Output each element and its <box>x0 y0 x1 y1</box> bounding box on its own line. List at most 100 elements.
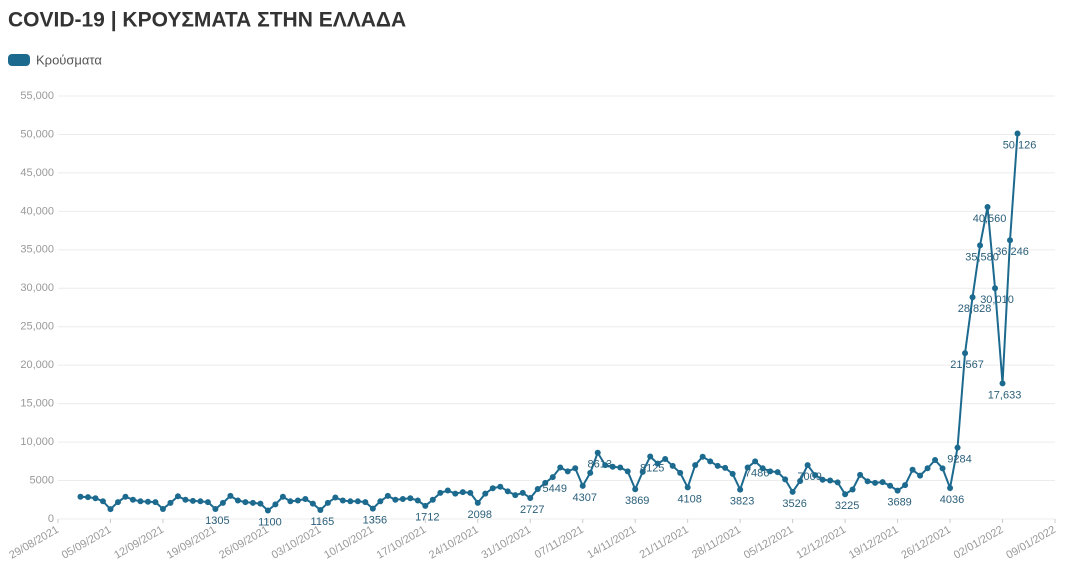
data-label: 3689 <box>887 497 911 509</box>
y-tick-label: 10,000 <box>20 436 54 448</box>
x-tick-label: 03/10/2021 <box>270 524 324 562</box>
point <box>414 497 421 504</box>
point <box>737 486 744 493</box>
y-tick-label: 45,000 <box>20 167 54 179</box>
point <box>932 457 939 464</box>
point <box>122 493 129 500</box>
data-label: 28,828 <box>958 303 992 315</box>
point <box>564 468 571 475</box>
data-label: 3225 <box>835 500 859 512</box>
data-label: 2098 <box>468 509 492 521</box>
point <box>819 476 826 483</box>
point <box>527 495 534 502</box>
point <box>384 492 391 499</box>
data-label: 21,567 <box>950 359 984 371</box>
legend-swatch <box>8 54 30 66</box>
point <box>512 492 519 499</box>
point <box>324 499 331 506</box>
point <box>789 488 796 495</box>
point <box>399 496 406 503</box>
point <box>77 493 84 500</box>
point <box>287 498 294 505</box>
y-tick-label: 20,000 <box>20 359 54 371</box>
point <box>279 493 286 500</box>
point <box>219 499 226 506</box>
point <box>302 496 309 503</box>
point <box>332 494 339 501</box>
y-tick-label: 40,000 <box>20 205 54 217</box>
data-label: 2727 <box>520 504 544 516</box>
x-tick-label: 14/11/2021 <box>585 524 638 562</box>
x-tick-label: 31/10/2021 <box>480 524 534 562</box>
point <box>557 464 564 471</box>
point <box>804 462 811 469</box>
point <box>684 484 691 491</box>
point <box>602 462 609 469</box>
point <box>707 458 714 465</box>
point <box>797 477 804 484</box>
y-tick-label: 5000 <box>30 474 54 486</box>
point <box>272 501 279 508</box>
x-tick-label: 12/12/2021 <box>794 524 848 562</box>
point <box>227 492 234 499</box>
data-label: 3526 <box>782 498 806 510</box>
point <box>782 476 789 483</box>
data-label: 36,246 <box>995 246 1029 258</box>
y-tick-label: 50,000 <box>20 128 54 140</box>
point <box>849 486 856 493</box>
point <box>699 453 706 460</box>
point <box>144 498 151 505</box>
data-label: 4108 <box>677 493 701 505</box>
point <box>594 449 601 456</box>
data-label: 3823 <box>730 496 754 508</box>
point <box>894 487 901 494</box>
data-label: 1165 <box>311 516 335 528</box>
data-label: 4307 <box>572 492 596 504</box>
point <box>159 505 166 512</box>
point <box>654 460 661 467</box>
x-tick-label: 10/10/2021 <box>322 524 376 562</box>
point <box>497 483 504 490</box>
data-label: 35,580 <box>965 251 999 263</box>
point <box>999 380 1006 387</box>
point <box>437 489 444 496</box>
point <box>504 488 511 495</box>
x-tick-label: 26/09/2021 <box>217 524 271 562</box>
point <box>954 444 961 451</box>
point <box>84 494 91 501</box>
data-label: 1712 <box>415 512 439 524</box>
x-tick-label: 19/12/2021 <box>847 524 901 562</box>
point <box>579 482 586 489</box>
y-tick-label: 15,000 <box>20 398 54 410</box>
point <box>534 486 541 493</box>
y-tick-label: 55,000 <box>20 90 54 102</box>
point <box>1014 130 1021 137</box>
point <box>774 469 781 476</box>
point <box>249 499 256 506</box>
data-label: 50,126 <box>1003 139 1037 151</box>
point <box>947 484 954 491</box>
y-tick-label: 0 <box>48 513 54 525</box>
legend-label: Κρούσματα <box>36 52 102 67</box>
y-tick-label: 25,000 <box>20 321 54 333</box>
point <box>167 499 174 506</box>
point <box>482 490 489 497</box>
data-label: 9284 <box>947 454 971 466</box>
point <box>917 472 924 479</box>
point <box>609 463 616 470</box>
point <box>182 496 189 503</box>
data-label: 40,560 <box>973 213 1007 225</box>
point <box>92 495 99 502</box>
point <box>474 499 481 506</box>
point <box>902 482 909 489</box>
point <box>362 499 369 506</box>
point <box>459 489 466 496</box>
point <box>677 469 684 476</box>
data-label: 30,010 <box>980 294 1014 306</box>
point <box>467 489 474 496</box>
data-label: 1356 <box>363 514 387 526</box>
point <box>872 479 879 486</box>
point <box>759 465 766 472</box>
x-tick-label: 29/08/2021 <box>7 524 61 562</box>
